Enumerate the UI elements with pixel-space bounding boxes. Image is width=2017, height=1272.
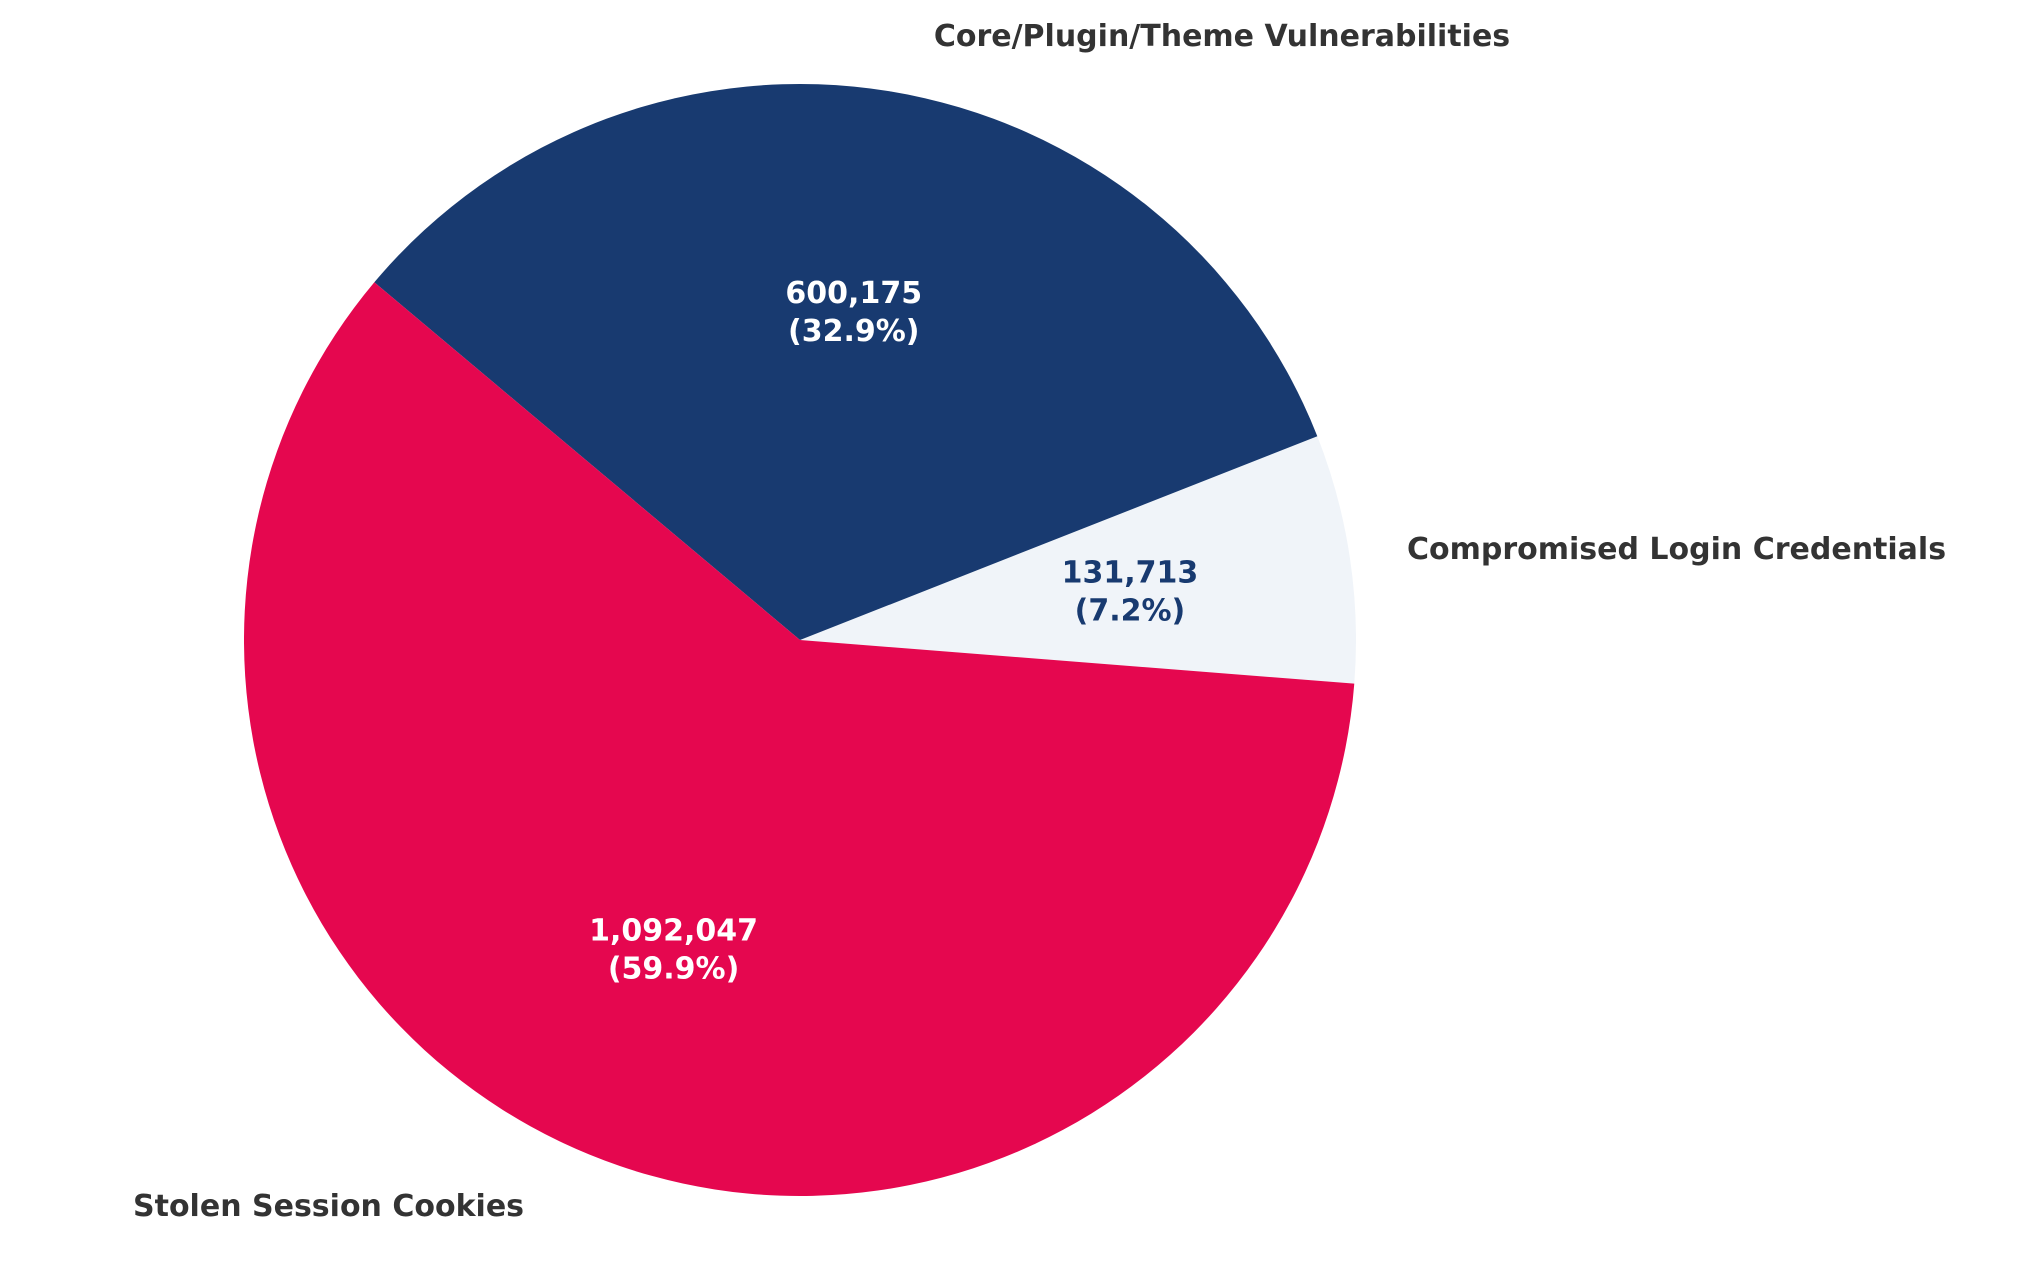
pie-slice xyxy=(374,83,1318,641)
slice-category-label: Compromised Login Credentials xyxy=(1407,532,1946,567)
slice-value-label: 1,092,047 (59.9%) xyxy=(589,914,758,987)
slice-value-label: 131,713 (7.2%) xyxy=(1062,556,1199,629)
pie-slice xyxy=(800,436,1356,684)
slice-value-label: 600,175 (32.9%) xyxy=(785,276,922,349)
pie-slice xyxy=(243,282,1355,1197)
slice-category-label: Stolen Session Cookies xyxy=(133,1189,524,1224)
slice-category-label: Core/Plugin/Theme Vulnerabilities xyxy=(934,19,1510,54)
